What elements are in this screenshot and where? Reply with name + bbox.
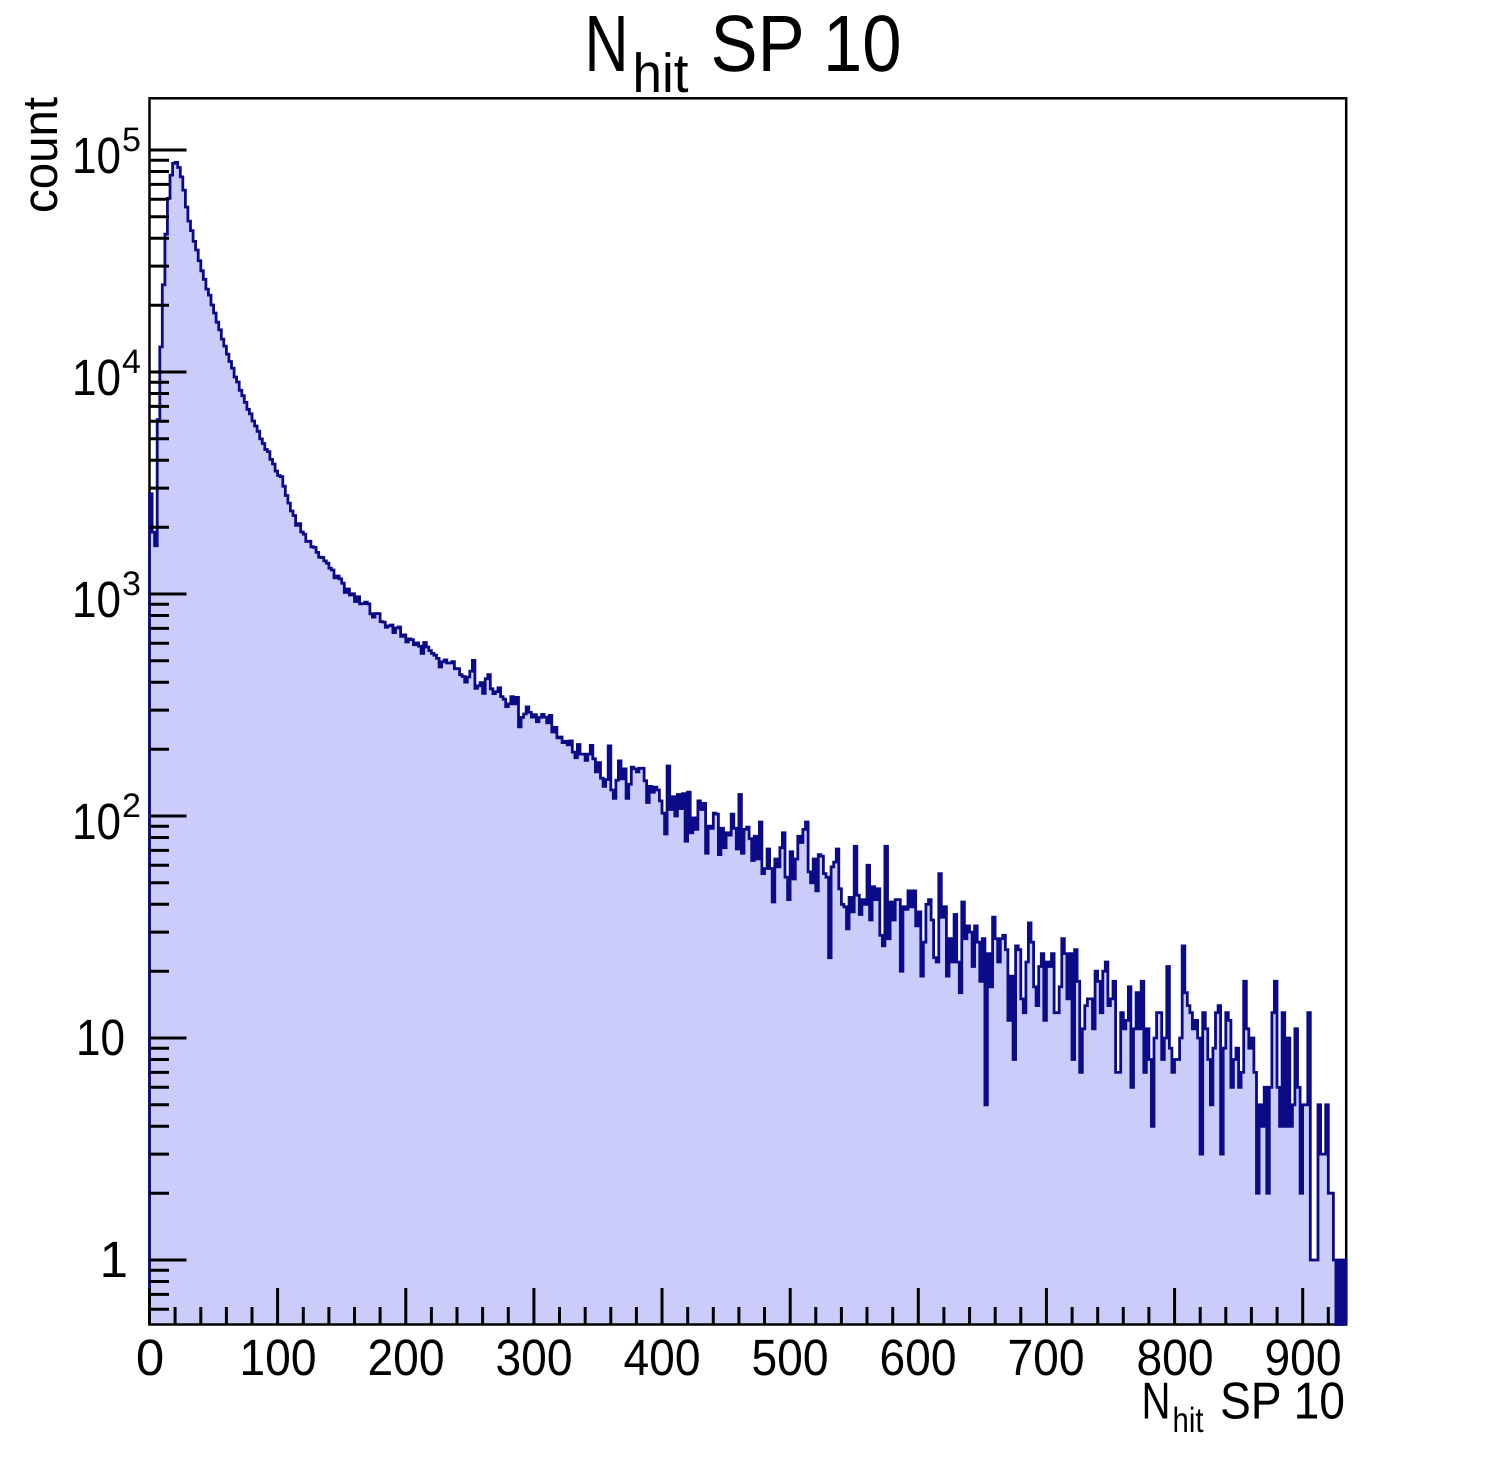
svg-text:hit: hit [1173,1401,1204,1440]
svg-text:3: 3 [122,565,141,603]
svg-text:10: 10 [72,793,121,850]
svg-text:1: 1 [100,1231,128,1288]
svg-text:100: 100 [240,1329,317,1386]
svg-text:5: 5 [122,121,141,159]
svg-text:300: 300 [496,1329,573,1386]
svg-text:N: N [1142,1372,1171,1430]
svg-text:count: count [13,97,68,213]
svg-text:400: 400 [624,1329,701,1386]
svg-text:700: 700 [1008,1329,1085,1386]
svg-text:800: 800 [1137,1329,1214,1386]
svg-text:N: N [585,0,629,88]
svg-text:10: 10 [72,349,121,406]
svg-text:500: 500 [752,1329,829,1386]
svg-text:2: 2 [122,787,141,825]
svg-text:hit: hit [633,42,689,104]
svg-text:900: 900 [1265,1329,1342,1386]
svg-text:SP 10: SP 10 [711,0,902,88]
svg-text:0: 0 [136,1329,164,1386]
svg-text:10: 10 [72,127,121,184]
svg-text:10: 10 [72,571,121,628]
svg-text:600: 600 [880,1329,957,1386]
svg-text:4: 4 [122,343,141,381]
svg-text:200: 200 [368,1329,445,1386]
svg-text:10: 10 [76,1009,125,1066]
svg-text:SP 10: SP 10 [1220,1372,1345,1430]
